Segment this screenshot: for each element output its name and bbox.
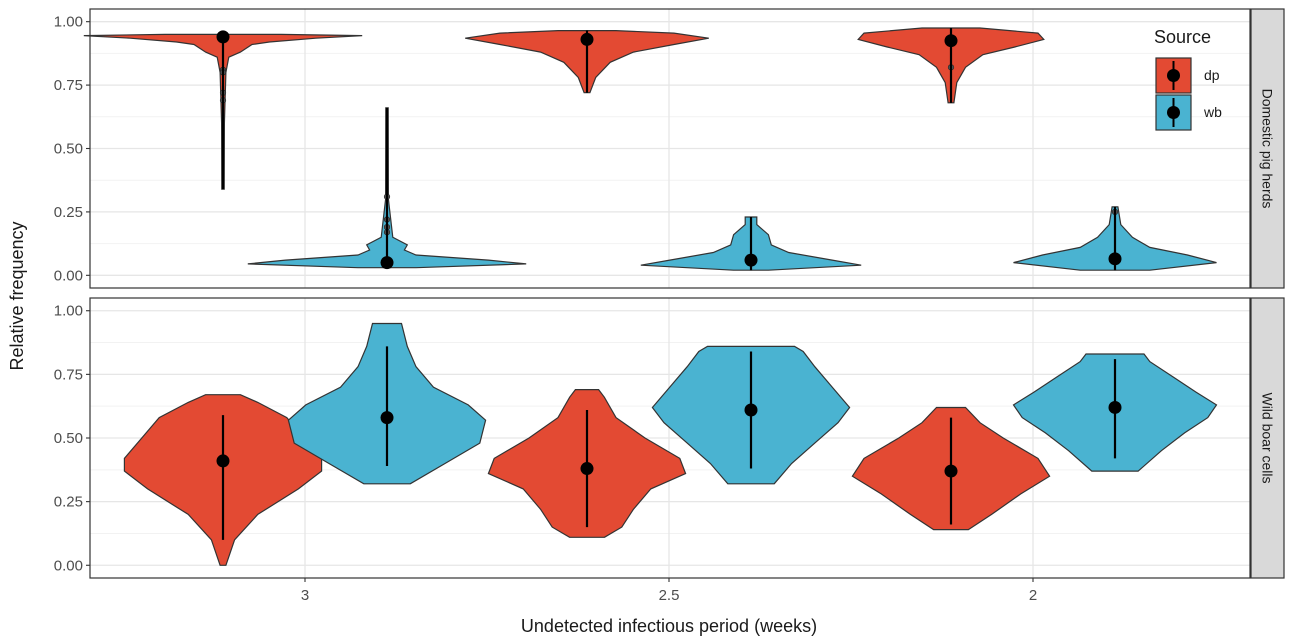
y-tick-label: 0.00 <box>54 557 83 574</box>
y-tick-label: 0.75 <box>54 366 83 383</box>
violin-wb <box>651 345 851 485</box>
violin-dp <box>465 30 709 94</box>
violin-dp <box>851 406 1051 531</box>
legend-label: dp <box>1204 67 1220 83</box>
x-tick-label: 2 <box>1029 587 1037 604</box>
violin-wb <box>247 107 527 270</box>
facet-panel <box>89 297 1251 579</box>
facet-strips: Domestic pig herds Wild boar cells <box>1250 8 1285 579</box>
x-axis-title: Undetected infectious period (weeks) <box>521 616 817 636</box>
violin-wb <box>1013 206 1217 271</box>
strip-label: Wild boar cells <box>1260 392 1276 483</box>
facet-panel <box>83 8 1251 289</box>
median-point <box>944 34 958 48</box>
strip-background <box>1250 297 1285 579</box>
y-tick-label: 0.25 <box>54 204 83 221</box>
violin-dp <box>123 394 323 566</box>
strip-label: Domestic pig herds <box>1260 89 1276 209</box>
violin-dp <box>83 30 363 190</box>
violin-wb <box>640 216 862 271</box>
axes-layer: 0.00 0.25 0.50 0.75 1.00 0.00 0.25 0.50 0.75 1.00… <box>54 14 1037 604</box>
violin-dp <box>857 27 1045 104</box>
strip-background <box>1250 8 1285 289</box>
legend-items: dp wb <box>1155 57 1222 131</box>
median-point <box>1108 400 1122 414</box>
median-point <box>216 454 230 468</box>
median-point <box>380 411 394 425</box>
legend-item-dp: dp <box>1155 57 1220 94</box>
median-point <box>580 462 594 476</box>
median-point <box>380 256 394 270</box>
median-point <box>944 464 958 478</box>
legend-item-wb: wb <box>1155 94 1222 131</box>
median-point <box>1108 252 1122 266</box>
y-tick-label: 0.75 <box>54 77 83 94</box>
legend-title: Source <box>1154 27 1211 47</box>
y-tick-label: 0.50 <box>54 430 83 447</box>
legend-label: wb <box>1203 104 1222 120</box>
violin-wb <box>287 322 487 485</box>
x-tick-label: 2.5 <box>659 587 680 604</box>
median-point <box>744 253 758 267</box>
legend-key-point <box>1167 69 1180 82</box>
y-tick-label: 0.00 <box>54 267 83 284</box>
legend-key-point <box>1167 106 1180 119</box>
y-tick-label: 1.00 <box>54 14 83 31</box>
median-point <box>580 32 594 46</box>
panels-layer <box>83 8 1251 579</box>
median-point <box>216 30 230 44</box>
violin-dp <box>487 389 687 538</box>
y-tick-label: 0.50 <box>54 141 83 158</box>
x-tick-label: 3 <box>301 587 309 604</box>
median-point <box>744 403 758 417</box>
y-tick-label: 1.00 <box>54 303 83 320</box>
legend: Source dp wb <box>1154 27 1222 131</box>
y-tick-label: 0.25 <box>54 494 83 511</box>
y-axis-title: Relative frequency <box>7 221 27 370</box>
violin-wb <box>1012 353 1218 472</box>
